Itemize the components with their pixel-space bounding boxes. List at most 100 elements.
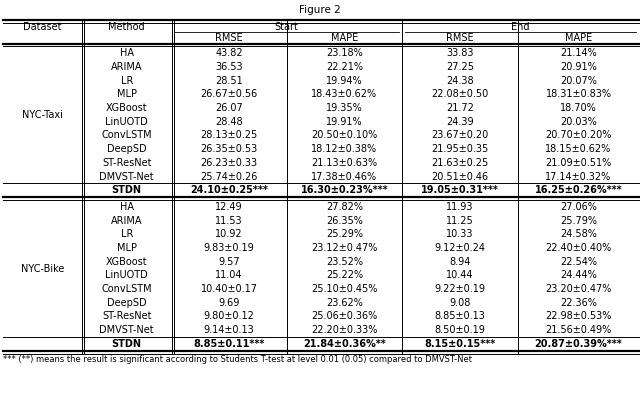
Text: 25.74±0.26: 25.74±0.26 [200,171,258,182]
Text: NYC-Taxi: NYC-Taxi [22,110,63,120]
Text: 26.67±0.56: 26.67±0.56 [200,89,258,100]
Text: 26.23±0.33: 26.23±0.33 [200,158,258,168]
Text: 18.12±0.38%: 18.12±0.38% [311,144,378,154]
Text: 19.05±0.31***: 19.05±0.31*** [421,185,499,195]
Text: 36.53: 36.53 [215,62,243,72]
Text: 20.87±0.39%***: 20.87±0.39%*** [534,339,623,349]
Text: 21.56±0.49%: 21.56±0.49% [545,325,612,335]
Text: ARIMA: ARIMA [111,62,143,72]
Text: 28.51: 28.51 [215,76,243,86]
Text: MLP: MLP [116,243,137,253]
Text: 23.12±0.47%: 23.12±0.47% [311,243,378,253]
Text: 20.70±0.20%: 20.70±0.20% [545,130,612,141]
Text: 9.14±0.13: 9.14±0.13 [204,325,255,335]
Text: 18.43±0.62%: 18.43±0.62% [311,89,378,100]
Text: 9.08: 9.08 [449,298,471,308]
Text: 8.50±0.19: 8.50±0.19 [435,325,486,335]
Text: 21.95±0.35: 21.95±0.35 [431,144,489,154]
Text: 22.98±0.53%: 22.98±0.53% [545,311,612,322]
Text: 25.79%: 25.79% [560,215,597,226]
Text: 21.84±0.36%**: 21.84±0.36%** [303,339,386,349]
Text: 27.25: 27.25 [446,62,474,72]
Text: 11.93: 11.93 [447,202,474,212]
Text: 19.35%: 19.35% [326,103,363,113]
Text: ConvLSTM: ConvLSTM [101,284,152,294]
Text: 20.50±0.10%: 20.50±0.10% [311,130,378,141]
Text: DeepSD: DeepSD [107,298,147,308]
Text: 18.31±0.83%: 18.31±0.83% [545,89,612,100]
Text: DeepSD: DeepSD [107,144,147,154]
Text: XGBoost: XGBoost [106,103,148,113]
Text: 22.54%: 22.54% [560,256,597,267]
Text: 9.80±0.12: 9.80±0.12 [204,311,255,322]
Text: LR: LR [120,229,133,239]
Text: 20.91%: 20.91% [560,62,597,72]
Text: 17.38±0.46%: 17.38±0.46% [311,171,378,182]
Text: 16.25±0.26%***: 16.25±0.26%*** [535,185,622,195]
Text: 17.14±0.32%: 17.14±0.32% [545,171,612,182]
Text: Figure 2: Figure 2 [299,5,341,15]
Text: 8.15±0.15***: 8.15±0.15*** [424,339,496,349]
Text: 26.07: 26.07 [215,103,243,113]
Text: HA: HA [120,48,134,59]
Text: 24.58%: 24.58% [560,229,597,239]
Text: 8.85±0.11***: 8.85±0.11*** [193,339,265,349]
Text: RMSE: RMSE [215,33,243,43]
Text: 22.08±0.50: 22.08±0.50 [431,89,489,100]
Text: ARIMA: ARIMA [111,215,143,226]
Text: MAPE: MAPE [565,33,592,43]
Text: End: End [511,22,529,32]
Text: 23.67±0.20: 23.67±0.20 [431,130,489,141]
Text: 18.15±0.62%: 18.15±0.62% [545,144,612,154]
Text: 25.29%: 25.29% [326,229,363,239]
Text: MLP: MLP [116,89,137,100]
Text: 16.30±0.23%***: 16.30±0.23%*** [301,185,388,195]
Text: 22.40±0.40%: 22.40±0.40% [545,243,612,253]
Text: Dataset: Dataset [23,22,62,32]
Text: ST-ResNet: ST-ResNet [102,158,152,168]
Text: 21.13±0.63%: 21.13±0.63% [311,158,378,168]
Text: 23.20±0.47%: 23.20±0.47% [545,284,612,294]
Text: Start: Start [275,22,299,32]
Text: DMVST-Net: DMVST-Net [99,325,154,335]
Text: LinUOTD: LinUOTD [106,270,148,281]
Text: 10.92: 10.92 [215,229,243,239]
Text: HA: HA [120,202,134,212]
Text: 26.35±0.53: 26.35±0.53 [200,144,258,154]
Text: 8.85±0.13: 8.85±0.13 [435,311,486,322]
Text: 25.10±0.45%: 25.10±0.45% [311,284,378,294]
Text: 28.13±0.25: 28.13±0.25 [200,130,258,141]
Text: 9.83±0.19: 9.83±0.19 [204,243,255,253]
Text: 8.94: 8.94 [449,256,471,267]
Text: 19.94%: 19.94% [326,76,363,86]
Text: 28.48: 28.48 [215,117,243,127]
Text: ST-ResNet: ST-ResNet [102,311,152,322]
Text: 23.62%: 23.62% [326,298,363,308]
Text: 12.49: 12.49 [215,202,243,212]
Text: *** (**) means the result is significant according to Students T-test at level 0: *** (**) means the result is significant… [3,355,472,364]
Text: ConvLSTM: ConvLSTM [101,130,152,141]
Text: 20.07%: 20.07% [560,76,597,86]
Text: 25.06±0.36%: 25.06±0.36% [311,311,378,322]
Text: 24.44%: 24.44% [560,270,597,281]
Text: 9.12±0.24: 9.12±0.24 [435,243,486,253]
Text: 10.33: 10.33 [447,229,474,239]
Text: DMVST-Net: DMVST-Net [99,171,154,182]
Text: LinUOTD: LinUOTD [106,117,148,127]
Text: 10.40±0.17: 10.40±0.17 [200,284,258,294]
Text: 23.52%: 23.52% [326,256,363,267]
Text: 10.44: 10.44 [447,270,474,281]
Text: 25.22%: 25.22% [326,270,363,281]
Text: RMSE: RMSE [446,33,474,43]
Text: MAPE: MAPE [331,33,358,43]
Text: 20.03%: 20.03% [560,117,597,127]
Text: XGBoost: XGBoost [106,256,148,267]
Text: NYC-Bike: NYC-Bike [21,264,64,273]
Text: 11.25: 11.25 [446,215,474,226]
Text: STDN: STDN [112,185,141,195]
Text: 9.57: 9.57 [218,256,240,267]
Text: 22.20±0.33%: 22.20±0.33% [311,325,378,335]
Text: 22.36%: 22.36% [560,298,597,308]
Text: 27.82%: 27.82% [326,202,363,212]
Text: 24.38: 24.38 [446,76,474,86]
